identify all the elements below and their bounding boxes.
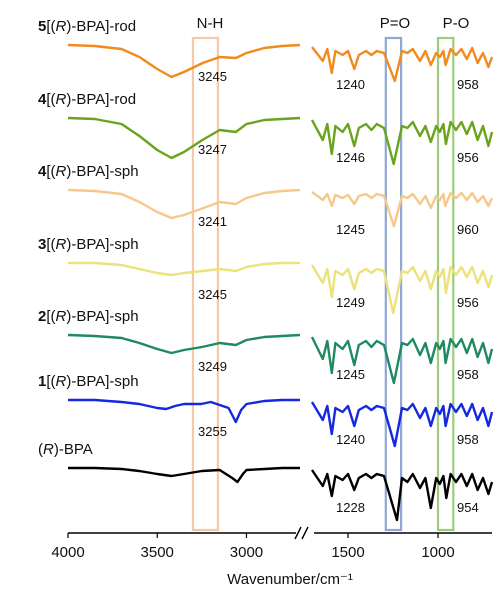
series-6-label-r: R: [43, 441, 54, 458]
series-1-nh-peak: 3247: [198, 142, 227, 157]
series-6: [68, 466, 494, 522]
series-5: [68, 398, 494, 448]
series-5-nh-peak: 3255: [198, 424, 227, 439]
series-6-pdo-peak: 1228: [336, 500, 365, 515]
series-2-label: 4[(R)-BPA]-sph: [38, 163, 139, 180]
series-2-pdo-peak: 1245: [336, 222, 365, 237]
series-4-label-pre: [(: [46, 308, 55, 325]
series-0-line-high: [67, 43, 301, 79]
x-axis: 4000 3500 3000 1500 1000: [51, 526, 492, 561]
series-2-line-high: [67, 188, 301, 220]
series-2-label-post: )-BPA]-sph: [66, 163, 138, 180]
series-4-pdo-peak: 1245: [336, 367, 365, 382]
series-5-label-pre: [(: [46, 373, 55, 390]
series-6-label: (R)-BPA: [38, 441, 93, 458]
series-4-line-low: [310, 336, 494, 385]
series-2-nh-peak: 3241: [198, 214, 227, 229]
series-4-label: 2[(R)-BPA]-sph: [38, 308, 139, 325]
pdo-band-label: P=O: [380, 15, 410, 32]
series-4-line-high: [67, 333, 301, 355]
series-3: [68, 261, 494, 315]
series-4-nh-peak: 3249: [198, 359, 227, 374]
x-tick-label-3500: 3500: [141, 544, 174, 561]
axis-break-mark-1: [301, 526, 309, 540]
highlight-bands: [191, 36, 455, 532]
series-6-po-peak: 954: [457, 500, 479, 515]
series-6-label-post: )-BPA: [54, 441, 93, 458]
series-0-label-num: 5: [38, 18, 46, 35]
series-1-label-post: )-BPA]-rod: [66, 91, 136, 108]
po-band-label: P-O: [443, 15, 470, 32]
series-1-po-peak: 956: [457, 150, 479, 165]
series-4-label-num: 2: [38, 308, 46, 325]
series-2-line-low: [311, 191, 494, 228]
x-tick-label-1500: 1500: [331, 544, 364, 561]
series-1-label: 4[(R)-BPA]-rod: [38, 91, 136, 108]
series-2-label-r: R: [56, 163, 67, 180]
series-4-po-peak: 958: [457, 367, 479, 382]
series-2-po-peak: 960: [457, 222, 479, 237]
series-0-label-post: )-BPA]-rod: [66, 18, 136, 35]
series-0-line-low: [311, 46, 494, 83]
series-6-line-high: [68, 466, 300, 484]
highlight-band-nh: [191, 36, 220, 532]
x-tick-label-4000: 4000: [51, 544, 84, 561]
series-1-line-low: [310, 119, 494, 166]
series-2: [67, 188, 494, 228]
series-0-nh-peak: 3245: [198, 69, 227, 84]
series-3-label-post: )-BPA]-sph: [66, 236, 138, 253]
series-5-label: 1[(R)-BPA]-sph: [38, 373, 139, 390]
series-5-label-num: 1: [38, 373, 46, 390]
series-5-label-post: )-BPA]-sph: [66, 373, 138, 390]
series-4-label-post: )-BPA]-sph: [66, 308, 138, 325]
axis-break-mark-0: [294, 526, 302, 540]
series-0: [67, 43, 494, 83]
series-3-nh-peak: 3245: [198, 287, 227, 302]
series-0-label-r: R: [56, 18, 67, 35]
series-1-pdo-peak: 1246: [336, 150, 365, 165]
series-3-label-r: R: [56, 236, 67, 253]
series-3-po-peak: 956: [457, 295, 479, 310]
series-1-label-r: R: [56, 91, 67, 108]
series-4: [67, 333, 494, 385]
series-0-pdo-peak: 1240: [336, 77, 365, 92]
series-3-label-pre: [(: [46, 236, 55, 253]
series-0-label-pre: [(: [46, 18, 55, 35]
series-3-pdo-peak: 1249: [336, 295, 365, 310]
series-4-label-r: R: [56, 308, 67, 325]
series-1-label-pre: [(: [46, 91, 55, 108]
series-5-line-high: [68, 398, 300, 424]
series-1-label-num: 4: [38, 91, 47, 108]
nh-band-label: N-H: [197, 15, 224, 32]
series-5-po-peak: 958: [457, 432, 479, 447]
series-6-line-low: [311, 469, 494, 522]
series-3-line-high: [68, 261, 300, 277]
series-3-label-num: 3: [38, 236, 46, 253]
spectra-series: [67, 43, 494, 522]
highlight-band-po: [436, 36, 455, 532]
series-2-label-pre: [(: [46, 163, 55, 180]
series-1-line-high: [67, 116, 301, 160]
series-2-label-num: 4: [38, 163, 47, 180]
x-tick-label-3000: 3000: [230, 544, 263, 561]
series-1: [67, 116, 494, 166]
series-6-label-pre: (: [38, 441, 43, 458]
x-axis-title: Wavenumber/cm⁻¹: [227, 571, 353, 588]
series-3-line-low: [310, 264, 494, 315]
series-3-label: 3[(R)-BPA]-sph: [38, 236, 139, 253]
series-0-label: 5[(R)-BPA]-rod: [38, 18, 136, 35]
series-5-label-r: R: [56, 373, 67, 390]
x-tick-label-1000: 1000: [421, 544, 454, 561]
series-0-po-peak: 958: [457, 77, 479, 92]
series-5-pdo-peak: 1240: [336, 432, 365, 447]
series-5-line-low: [310, 401, 494, 448]
